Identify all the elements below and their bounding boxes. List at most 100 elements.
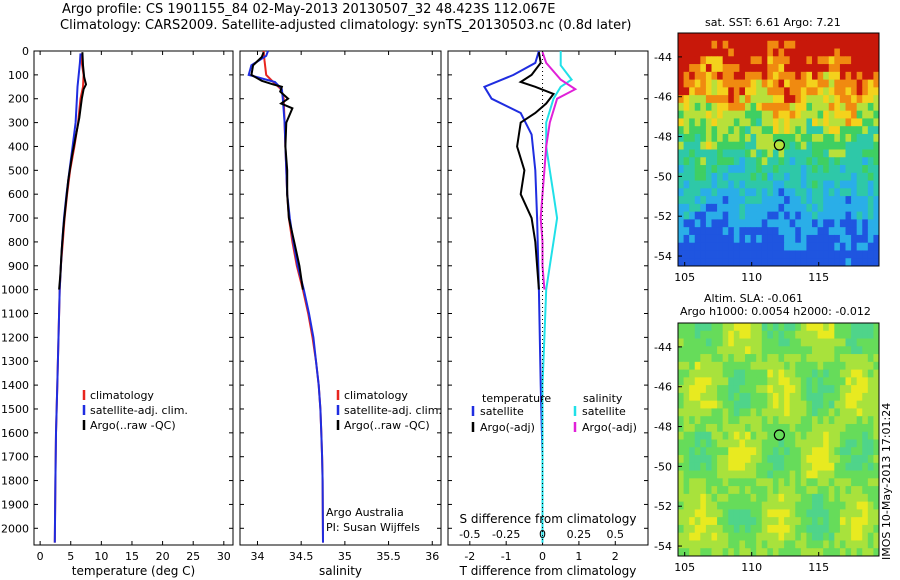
depth-tick-label: 600 xyxy=(8,188,29,201)
map-cell xyxy=(705,338,712,347)
map-cell xyxy=(784,423,791,433)
map-cell xyxy=(694,509,701,518)
map-cell xyxy=(700,462,707,471)
map-cell xyxy=(812,486,818,495)
map-cell xyxy=(795,416,802,425)
map-cell xyxy=(728,133,735,143)
map-cell xyxy=(873,141,880,150)
map-cell xyxy=(856,71,863,80)
map-cell xyxy=(678,40,684,49)
map-cell xyxy=(778,56,785,65)
map-cell xyxy=(728,234,735,244)
map-cell xyxy=(873,203,880,213)
map-cell xyxy=(761,258,768,267)
map-cell xyxy=(767,87,774,96)
argo-location-marker xyxy=(773,429,785,441)
map-cell xyxy=(778,180,785,189)
map-cell xyxy=(745,470,751,479)
map-cell xyxy=(851,172,858,181)
map-cell xyxy=(678,361,684,370)
map-cell xyxy=(845,493,852,503)
map-cell xyxy=(772,540,779,549)
series-line-satellite xyxy=(482,50,544,543)
map-cell xyxy=(851,250,858,259)
map-cell xyxy=(756,172,763,181)
map-cell xyxy=(778,165,785,174)
map-cell xyxy=(700,258,707,267)
map-cell xyxy=(678,540,684,549)
map-cell xyxy=(851,165,858,174)
map-cell xyxy=(750,486,757,495)
map-cell xyxy=(873,40,880,49)
map-cell xyxy=(711,188,718,197)
map-cell xyxy=(800,172,807,181)
depth-tick-label: 1700 xyxy=(1,451,29,464)
map-cell xyxy=(767,203,774,213)
map-cell xyxy=(722,377,729,386)
map-cell xyxy=(739,126,746,135)
map-cell xyxy=(867,126,874,135)
map-cell xyxy=(728,338,735,347)
map-cell xyxy=(767,188,774,197)
map-cell xyxy=(756,548,763,557)
map-cell xyxy=(728,40,735,49)
map-cell xyxy=(845,234,852,244)
map-cell xyxy=(845,242,852,251)
map-cell xyxy=(722,501,729,510)
map-cell xyxy=(862,462,869,471)
map-cell xyxy=(834,416,841,425)
map-cell xyxy=(789,141,796,150)
map-cell xyxy=(772,486,779,495)
map-cell xyxy=(834,439,841,448)
map-cell xyxy=(867,408,874,417)
map-cell xyxy=(784,354,791,363)
map-cell xyxy=(694,40,701,49)
map-cell xyxy=(839,95,846,104)
map-cell xyxy=(856,462,863,471)
map-cell xyxy=(839,165,846,174)
map-cell xyxy=(851,87,858,96)
map-cell xyxy=(717,524,724,534)
map-cell xyxy=(711,447,718,456)
figure-title-line2: Climatology: CARS2009. Satellite-adjuste… xyxy=(60,18,632,33)
x-tick-label: 34 xyxy=(250,550,264,563)
map-cell xyxy=(862,385,869,394)
map-cell xyxy=(761,219,768,228)
map-cell xyxy=(689,172,696,181)
map-cell xyxy=(778,338,785,347)
map-cell xyxy=(873,400,880,409)
map-cell xyxy=(823,509,830,518)
map-cell xyxy=(784,141,791,150)
map-cell xyxy=(873,423,880,433)
map-cell xyxy=(795,102,802,112)
map-cell xyxy=(806,330,813,339)
map-cell xyxy=(812,227,818,236)
map-cell xyxy=(700,110,707,119)
map-cell xyxy=(873,323,880,332)
map-cell xyxy=(778,258,785,267)
map-cell xyxy=(828,102,835,112)
map-cell xyxy=(839,416,846,425)
depth-tick-label: 2000 xyxy=(1,522,29,535)
map-cell xyxy=(700,79,707,88)
map-cell xyxy=(761,149,768,158)
map-cell xyxy=(717,517,724,526)
map-cell xyxy=(711,323,718,332)
map-cell xyxy=(823,56,830,65)
map-cell xyxy=(789,64,796,73)
map-cell xyxy=(745,64,751,73)
map-cell xyxy=(812,64,818,73)
sst-map-title: sat. SST: 6.61 Argo: 7.21 xyxy=(705,16,841,29)
map-cell xyxy=(767,540,774,549)
map-cell xyxy=(778,470,785,479)
map-cell xyxy=(739,141,746,150)
map-cell xyxy=(683,455,690,464)
map-cell xyxy=(722,408,729,417)
map-cell xyxy=(683,385,690,394)
map-y-tick-label: -54 xyxy=(654,250,672,263)
map-cell xyxy=(834,203,841,213)
map-cell xyxy=(828,361,835,370)
map-cell xyxy=(689,501,696,510)
map-cell xyxy=(817,462,824,471)
map-cell xyxy=(733,141,740,150)
